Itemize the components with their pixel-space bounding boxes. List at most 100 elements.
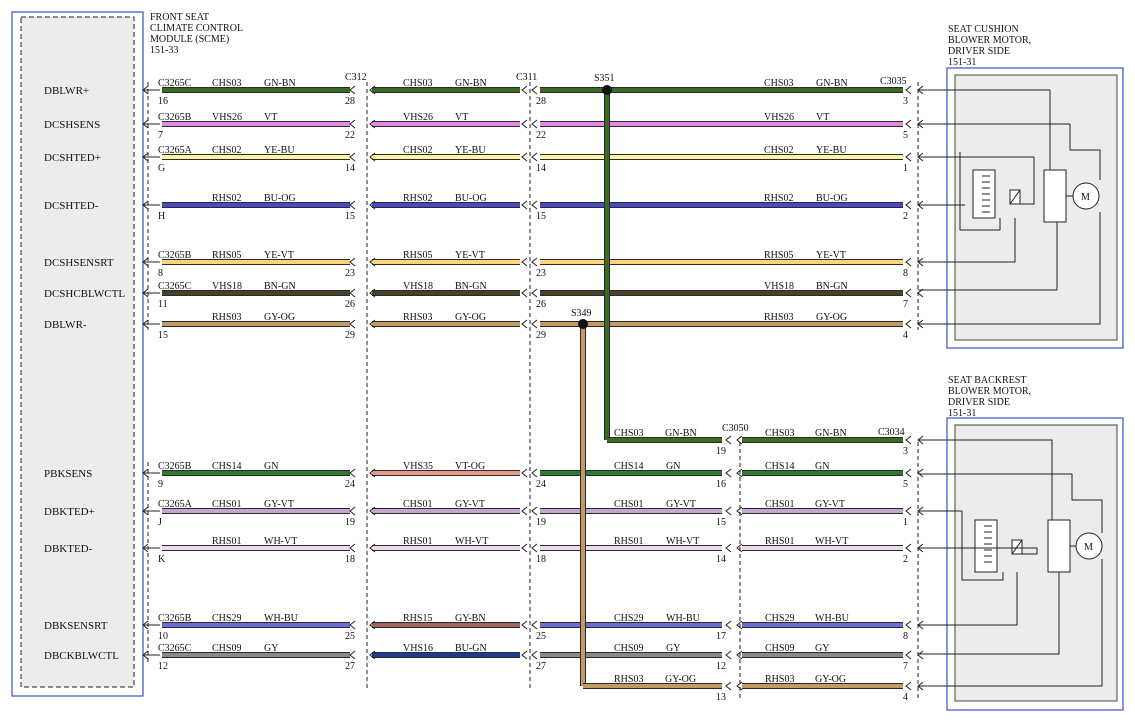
c312-arrow-right-9 (369, 543, 376, 553)
wire-s3-circ-3: RHS02 (764, 193, 793, 204)
c312-arrow-right-5 (369, 288, 376, 298)
wire-s2-col-3: BU-OG (455, 193, 487, 204)
c3034-arrow-left-10 (905, 620, 912, 630)
s351-c3034-arrow-right (917, 435, 924, 445)
module-arrow-8 (142, 506, 149, 516)
wire-s2-circ-3: RHS02 (403, 193, 432, 204)
c311-arrow-left-4 (521, 257, 528, 267)
c312-arrow-right-1 (369, 119, 376, 129)
wire-s4-circ-11: CHS09 (765, 643, 794, 654)
wire-pin-b-11: 27 (345, 661, 355, 672)
backrest-motor-label: M (1084, 542, 1093, 553)
c312-arrow-left-10 (349, 620, 356, 630)
wire-pin-d-10: 17 (716, 631, 726, 642)
wire-s3-col-6: GY-OG (816, 312, 847, 323)
wire-pin-d-3: 2 (903, 211, 908, 222)
c3050-arrow-left-9 (725, 543, 732, 553)
wire-pin-c-7: 24 (536, 479, 546, 490)
module-arrow-6 (142, 319, 149, 329)
c3034-arrow-right-9 (917, 543, 924, 553)
s351-branch-circ: CHS03 (614, 428, 643, 439)
module-arrow-11 (142, 650, 149, 660)
wire-s1-circ-11: CHS09 (212, 643, 241, 654)
wire-pin-b-3: 15 (345, 211, 355, 222)
wire-s2-col-6: GY-OG (455, 312, 486, 323)
c3050-arrow-right-11 (736, 650, 743, 660)
wire-s3-circ-5: VHS18 (764, 281, 794, 292)
c311-arrow-left-9 (521, 543, 528, 553)
c312-arrow-left-6 (349, 319, 356, 329)
wire-s3-circ-4: RHS05 (764, 250, 793, 261)
wire-pin-c-9: 18 (536, 554, 546, 565)
wire-s4-col-9: WH-VT (815, 536, 848, 547)
s351-right-pin: 3 (903, 446, 908, 457)
s349-right-circ: RHS03 (765, 674, 794, 685)
wire-s3-col-0: GN-BN (816, 78, 848, 89)
wire-conn-4: C3265B (158, 250, 192, 261)
c312-arrow-right-11 (369, 650, 376, 660)
wire-s2-col-8: GY-VT (455, 499, 485, 510)
c312-arrow-left-3 (349, 200, 356, 210)
wire-s3-circ-0: CHS03 (764, 78, 793, 89)
wire-conn-0: C3265C (158, 78, 192, 89)
wire-s3-col-5: BN-GN (816, 281, 848, 292)
c311-arrow-right-10 (531, 620, 538, 630)
connector-c3035-label: C3035 (880, 76, 907, 87)
wire-s2-circ-9: RHS01 (403, 536, 432, 547)
c3035-arrow-right-1 (917, 119, 924, 129)
module-arrow-7 (142, 468, 149, 478)
c3035-arrow-left-5 (905, 288, 912, 298)
signal-label-1: DCSHSENS (44, 119, 100, 131)
wire-s1-col-1: VT (264, 112, 277, 123)
s349-c3034-arrow-right (917, 681, 924, 691)
c311-arrow-right-2 (531, 152, 538, 162)
wire-s3-col-8: GY-VT (666, 499, 696, 510)
s351-c3050-arrow-left (725, 435, 732, 445)
s351-splice-dot (602, 85, 612, 95)
c312-arrow-left-9 (349, 543, 356, 553)
splice-s349-label: S349 (571, 308, 592, 319)
c311-arrow-left-3 (521, 200, 528, 210)
signal-label-2: DCSHTED+ (44, 152, 101, 164)
cushion-motor-label: M (1081, 192, 1090, 203)
c3035-arrow-right-4 (917, 257, 924, 267)
wire-conn-7: C3265B (158, 461, 192, 472)
wire-s1-col-11: GY (264, 643, 278, 654)
c3035-arrow-right-5 (917, 288, 924, 298)
c311-arrow-right-6 (531, 319, 538, 329)
c311-arrow-left-8 (521, 506, 528, 516)
c3034-arrow-right-7 (917, 468, 924, 478)
wire-conn-8: C3265A (158, 499, 193, 510)
c312-arrow-left-11 (349, 650, 356, 660)
c3034-arrow-right-11 (917, 650, 924, 660)
connector-c3034-label: C3034 (878, 427, 905, 438)
wire-s1-circ-0: CHS03 (212, 78, 241, 89)
c3034-arrow-left-7 (905, 468, 912, 478)
c3034-arrow-left-8 (905, 506, 912, 516)
wire-s2-col-2: YE-BU (455, 145, 486, 156)
wire-s1-col-3: BU-OG (264, 193, 296, 204)
backrest-internal-schematic (918, 439, 1103, 687)
wire-s2-circ-11: VHS16 (403, 643, 433, 654)
c312-arrow-right-6 (369, 319, 376, 329)
wire-s1-col-9: WH-VT (264, 536, 297, 547)
signal-label-4: DCSHSENSRT (44, 257, 114, 269)
c311-arrow-left-10 (521, 620, 528, 630)
c3050-arrow-left-7 (725, 468, 732, 478)
c3035-arrow-left-3 (905, 200, 912, 210)
signal-label-8: DBKTED+ (44, 506, 95, 518)
s351-right-circ: CHS03 (765, 428, 794, 439)
c311-arrow-right-1 (531, 119, 538, 129)
wire-s2-circ-0: CHS03 (403, 78, 432, 89)
c3050-arrow-left-11 (725, 650, 732, 660)
wire-s4-col-10: WH-BU (815, 613, 850, 624)
cushion-name-line-2: BLOWER MOTOR, (948, 35, 1031, 46)
wire-pin-b-9: 18 (345, 554, 355, 565)
wire-pin-c-6: 29 (536, 330, 546, 341)
wire-pin-a-2: G (158, 163, 165, 174)
wire-s3-circ-11: CHS09 (614, 643, 643, 654)
s351-branch-pin: 19 (716, 446, 726, 457)
wire-s1-col-4: YE-VT (264, 250, 294, 261)
connector-c311-label: C311 (516, 72, 537, 83)
